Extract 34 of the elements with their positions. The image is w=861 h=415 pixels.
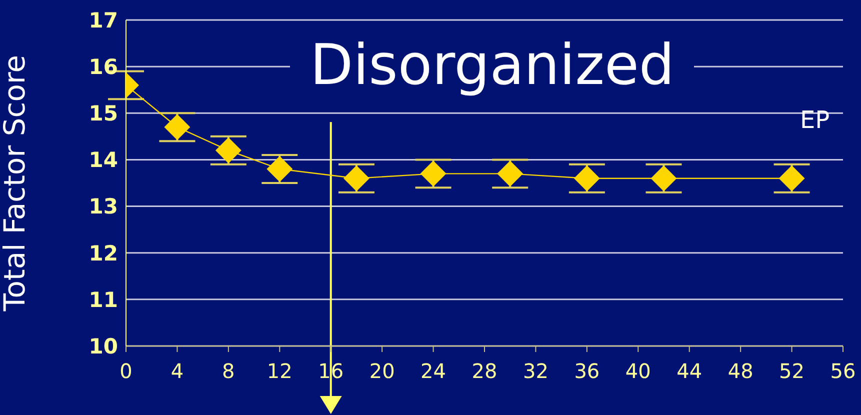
x-tick-label: 40: [625, 359, 651, 384]
x-tick-label: 28: [472, 359, 498, 384]
y-tick-label: 10: [88, 334, 118, 358]
y-tick-label: 12: [88, 241, 118, 266]
point: [420, 160, 446, 187]
y-tick-label: 15: [88, 102, 118, 126]
y-tick-label: 14: [88, 148, 118, 172]
point: [266, 156, 293, 182]
x-tick-label: 4: [170, 359, 184, 384]
annotation: EP: [800, 106, 830, 134]
x-tick-label: 24: [420, 359, 446, 384]
point: [215, 137, 242, 164]
x-tick-label: 48: [728, 359, 754, 384]
point: [650, 165, 677, 192]
point: [778, 165, 805, 192]
x-tick-label: 44: [676, 359, 702, 384]
point: [164, 114, 190, 140]
y-tick-label: 13: [88, 194, 118, 219]
y-tick-label: 17: [88, 8, 118, 32]
x-tick-label: 0: [120, 359, 132, 384]
x-tick-label: 56: [830, 359, 856, 384]
x-tick-label: 52: [779, 359, 805, 384]
x-tick-label: 20: [369, 359, 395, 384]
point: [574, 165, 600, 192]
y-tick-label: 16: [88, 55, 118, 80]
x-tick-label: 12: [266, 359, 292, 384]
y-tick-label: 11: [88, 288, 118, 312]
y-axis-title: Total Factor Score: [0, 54, 32, 312]
point: [343, 165, 370, 192]
chart-title: Disorganized: [290, 26, 694, 110]
x-tick-label: 36: [574, 359, 600, 384]
point: [497, 160, 524, 187]
x-tick-label: 8: [222, 359, 235, 384]
x-tick-label: 32: [522, 359, 548, 384]
